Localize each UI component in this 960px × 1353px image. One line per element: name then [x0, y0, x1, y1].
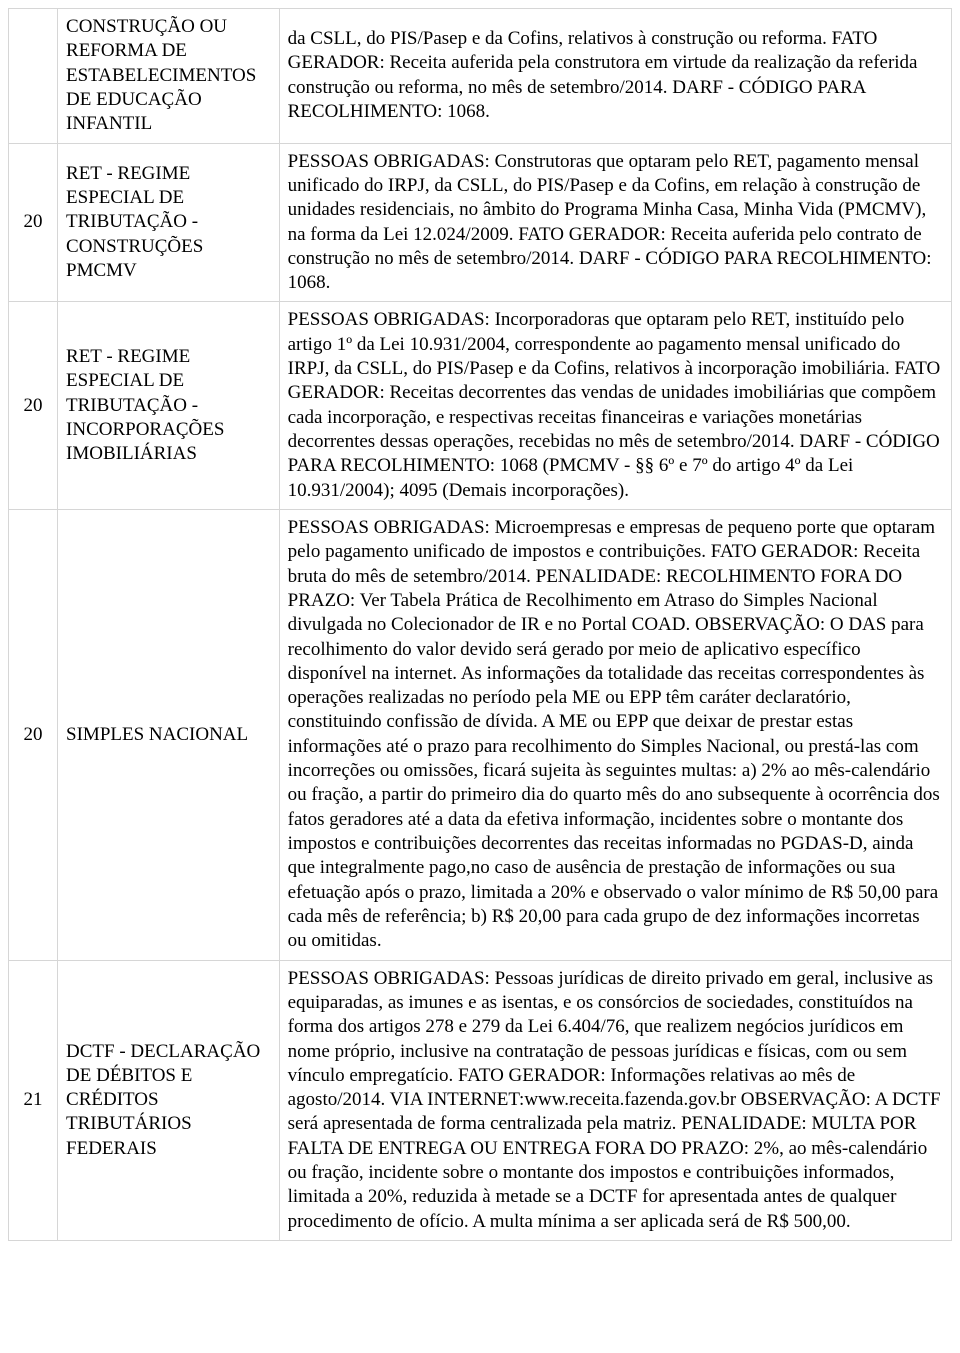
- row-number: 20: [9, 302, 58, 510]
- obligations-tbody: CONSTRUÇÃO OU REFORMA DE ESTABELECIMENTO…: [9, 9, 952, 1241]
- row-title: RET - REGIME ESPECIAL DE TRIBUTAÇÃO - CO…: [58, 143, 280, 302]
- row-number: 21: [9, 960, 58, 1240]
- table-row: 20 RET - REGIME ESPECIAL DE TRIBUTAÇÃO -…: [9, 143, 952, 302]
- row-number: 20: [9, 509, 58, 960]
- table-row: CONSTRUÇÃO OU REFORMA DE ESTABELECIMENTO…: [9, 9, 952, 144]
- row-description: PESSOAS OBRIGADAS: Pessoas jurídicas de …: [279, 960, 951, 1240]
- row-title: DCTF - DECLARAÇÃO DE DÉBITOS E CRÉDITOS …: [58, 960, 280, 1240]
- row-number: 20: [9, 143, 58, 302]
- obligations-table: CONSTRUÇÃO OU REFORMA DE ESTABELECIMENTO…: [8, 8, 952, 1241]
- row-title: CONSTRUÇÃO OU REFORMA DE ESTABELECIMENTO…: [58, 9, 280, 144]
- table-row: 20 SIMPLES NACIONAL PESSOAS OBRIGADAS: M…: [9, 509, 952, 960]
- row-number: [9, 9, 58, 144]
- row-description: PESSOAS OBRIGADAS: Incorporadoras que op…: [279, 302, 951, 510]
- row-title: RET - REGIME ESPECIAL DE TRIBUTAÇÃO - IN…: [58, 302, 280, 510]
- row-description: PESSOAS OBRIGADAS: Microempresas e empre…: [279, 509, 951, 960]
- row-description: PESSOAS OBRIGADAS: Construtoras que opta…: [279, 143, 951, 302]
- table-row: 20 RET - REGIME ESPECIAL DE TRIBUTAÇÃO -…: [9, 302, 952, 510]
- row-description: da CSLL, do PIS/Pasep e da Cofins, relat…: [279, 9, 951, 144]
- row-title: SIMPLES NACIONAL: [58, 509, 280, 960]
- table-row: 21 DCTF - DECLARAÇÃO DE DÉBITOS E CRÉDIT…: [9, 960, 952, 1240]
